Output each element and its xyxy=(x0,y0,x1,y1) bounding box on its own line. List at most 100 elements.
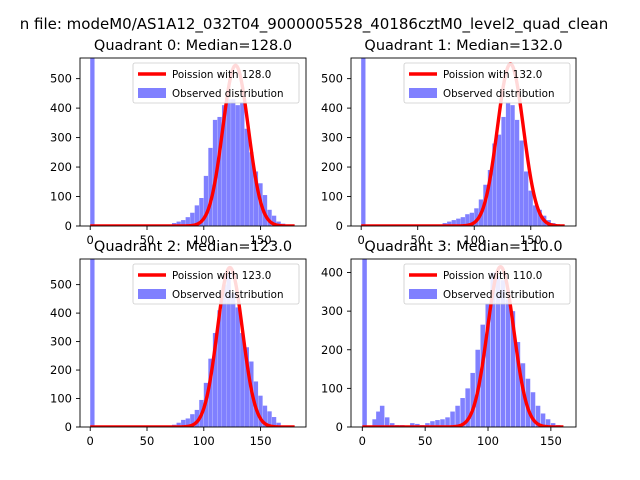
y-tick-label: 500 xyxy=(50,72,72,86)
poisson-curve xyxy=(89,265,296,427)
subplot-title: Quadrant 0: Median=128.0 xyxy=(94,38,292,54)
histogram-bar xyxy=(528,190,533,226)
histogram-bar xyxy=(190,414,195,427)
y-tick-label: 400 xyxy=(321,266,343,280)
y-tick-label: 200 xyxy=(50,363,72,377)
y-tick-label: 100 xyxy=(321,381,343,395)
subplot-3: 0 50 100 150 0 100 200 300 400 Quadrant 3: Median… xyxy=(321,239,577,448)
x-tick-label: 150 xyxy=(250,233,272,247)
x-tick-label: 50 xyxy=(418,434,433,448)
x-tick-label: 100 xyxy=(477,434,499,448)
axes-frame xyxy=(350,57,577,227)
histogram-bar xyxy=(221,284,227,427)
legend-hist-swatch xyxy=(138,289,166,299)
histogram-bar xyxy=(226,273,231,427)
histogram-bar xyxy=(267,411,272,427)
histogram-bar xyxy=(447,221,452,226)
y-tick-label: 400 xyxy=(321,101,343,115)
histogram-bar xyxy=(176,221,181,226)
histogram-bar xyxy=(469,212,475,226)
histogram-bar xyxy=(450,411,455,427)
y-tick-label: 200 xyxy=(321,343,343,357)
histogram-bar xyxy=(376,411,381,427)
histogram-bar xyxy=(510,105,515,226)
axes-frame xyxy=(79,258,307,428)
histogram-bar xyxy=(253,171,259,226)
histogram-bar xyxy=(440,419,445,427)
histogram-bar xyxy=(208,147,213,226)
histogram-bar xyxy=(496,134,502,226)
legend: Poission with 123.0 Observed distribution xyxy=(132,263,300,305)
histogram-bar xyxy=(190,212,195,226)
histogram-bar xyxy=(550,423,556,427)
axes-frame xyxy=(79,57,307,227)
histogram-bar xyxy=(410,423,415,427)
histogram-bar xyxy=(90,58,95,226)
x-tick-label: 100 xyxy=(463,233,485,247)
histogram-bar xyxy=(492,143,497,226)
histogram-bar xyxy=(176,422,181,427)
histogram-bar xyxy=(226,99,231,226)
x-tick-label: 150 xyxy=(520,233,542,247)
histogram-bar xyxy=(445,417,450,427)
histogram-bar xyxy=(460,217,465,226)
legend-hist-swatch xyxy=(409,88,437,98)
legend-label-poisson: Poission with 132.0 xyxy=(443,69,542,81)
legend-label-observed: Observed distribution xyxy=(443,289,555,301)
histogram-bar xyxy=(533,205,538,226)
histogram-bar xyxy=(451,220,456,226)
legend-label-observed: Observed distribution xyxy=(172,88,284,100)
histogram-bar xyxy=(545,419,551,427)
histogram-bar xyxy=(505,102,511,226)
legend-label-observed: Observed distribution xyxy=(443,88,555,100)
histogram-bar xyxy=(530,392,536,427)
y-tick-label: 200 xyxy=(50,160,72,174)
y-tick-label: 0 xyxy=(65,219,72,233)
histogram-bar xyxy=(500,280,506,427)
histogram-bar xyxy=(379,405,385,427)
x-tick-label: 50 xyxy=(140,434,155,448)
histogram-bar xyxy=(217,310,222,427)
legend-label-poisson: Poission with 123.0 xyxy=(172,270,271,282)
y-tick-label: 0 xyxy=(336,420,343,434)
y-tick-label: 500 xyxy=(321,72,343,86)
histogram-bar xyxy=(217,116,222,226)
histogram-bar xyxy=(510,311,516,427)
x-tick-label: 0 xyxy=(359,434,366,448)
histogram-bar xyxy=(203,175,209,226)
histogram-bar xyxy=(208,358,213,427)
x-tick-label: 50 xyxy=(410,233,425,247)
legend: Poission with 132.0 Observed distribution xyxy=(403,62,571,104)
y-tick-label: 300 xyxy=(50,131,72,145)
legend-hist-swatch xyxy=(409,289,437,299)
histogram-bar xyxy=(244,347,249,427)
histogram-bar xyxy=(505,299,511,427)
axes-frame xyxy=(350,258,577,428)
histogram-bar xyxy=(465,388,470,427)
y-tick-label: 300 xyxy=(50,335,72,349)
histogram-bar xyxy=(258,395,263,427)
legend: Poission with 128.0 Observed distribution xyxy=(132,62,300,104)
histogram-bar xyxy=(194,409,200,427)
histogram-bar xyxy=(480,324,485,427)
histogram-bar xyxy=(235,105,240,226)
legend-box xyxy=(403,62,571,104)
poisson-curve xyxy=(361,265,565,427)
histogram-bar xyxy=(487,170,493,226)
subplot-1: 0 50 100 150 0 100 200 300 400 500 Quadrant 1: Med… xyxy=(321,38,577,247)
histogram-bar xyxy=(537,209,542,226)
histogram-bar xyxy=(501,116,506,226)
x-tick-label: 0 xyxy=(87,233,94,247)
subplot-title: Quadrant 3: Median=110.0 xyxy=(364,239,562,255)
x-tick-label: 100 xyxy=(193,233,215,247)
histogram-bar xyxy=(362,259,367,427)
histogram-bar xyxy=(361,58,366,226)
histogram-bar xyxy=(249,152,254,226)
histogram-bar xyxy=(460,398,465,427)
histogram-bar xyxy=(456,218,461,226)
legend-box xyxy=(403,263,571,305)
plot-area xyxy=(89,58,296,226)
histogram-bar xyxy=(435,420,440,427)
histogram-bar xyxy=(267,209,272,226)
